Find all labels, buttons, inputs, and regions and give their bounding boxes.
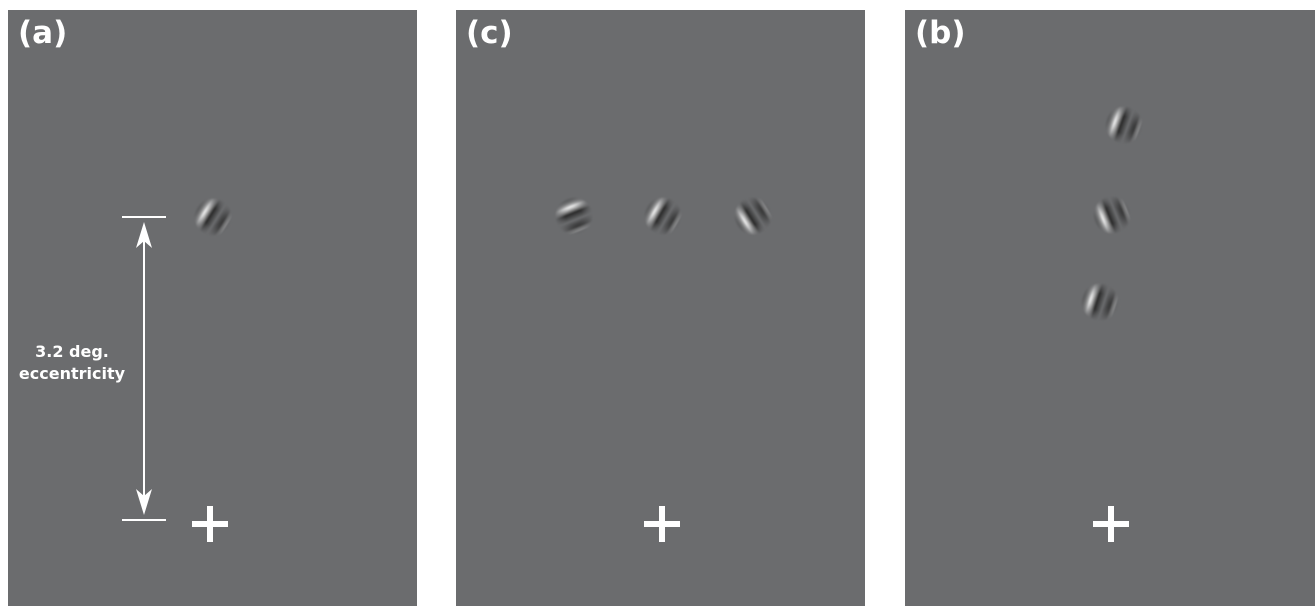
gabor-flanker-left [547,189,601,243]
panel-c: (c) [456,10,865,606]
eccentricity-label-line1: 3.2 deg. [35,342,109,361]
arrow-down-icon [136,489,152,515]
panel-b-label: (b) [915,15,966,51]
fixation-cross [192,506,228,542]
eccentricity-label: 3.2 deg. eccentricity [8,341,136,385]
panel-c-label: (c) [466,15,513,51]
eccentricity-label-line2: eccentricity [18,364,126,383]
panel-a: (a) 3.2 deg. eccentricity [8,10,417,606]
panel-a-label: (a) [18,15,68,51]
gabor-flanker-bottom [1074,276,1126,328]
gabor-target [1085,188,1139,242]
gabor-flanker-top [1098,99,1150,151]
arrow-up-icon [136,222,152,248]
eccentricity-marker [122,216,166,521]
panel-b: (b) [905,10,1315,606]
fixation-cross [644,506,680,542]
gabor-flanker-right [725,188,781,244]
fixation-cross [1093,506,1129,542]
gabor-target [635,188,691,244]
